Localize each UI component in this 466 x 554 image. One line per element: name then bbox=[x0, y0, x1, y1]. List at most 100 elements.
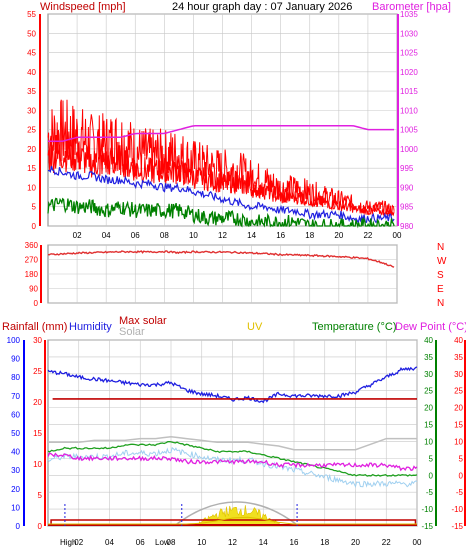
humidity-tick-label: 0 bbox=[16, 522, 21, 531]
time-tick-label: 14 bbox=[247, 231, 256, 240]
rain-rate-outline bbox=[50, 519, 417, 525]
humidity-tick-label: 90 bbox=[11, 355, 20, 364]
rain-axis-title: Rainfall (mm) bbox=[2, 321, 67, 333]
baro-tick-label: 990 bbox=[400, 183, 414, 192]
temperature-tick-label: -5 bbox=[426, 488, 434, 497]
humidity-tick-label: 40 bbox=[11, 448, 20, 457]
dewpoint-tick-label: -15 bbox=[451, 522, 463, 531]
time-tick-label: 20 bbox=[334, 231, 343, 240]
direction-tick-label: 180 bbox=[25, 270, 39, 279]
temperature-tick-label: -15 bbox=[421, 522, 433, 531]
direction-tick-label: 0 bbox=[34, 299, 39, 308]
baro-tick-label: 1030 bbox=[400, 29, 418, 38]
dewpoint-tick-label: 5 bbox=[459, 454, 464, 463]
dewpoint-tick-label: 40 bbox=[454, 336, 463, 345]
baro-axis-title: Barometer [hpa] bbox=[372, 1, 451, 13]
high-label: High bbox=[60, 538, 76, 547]
climate-time-tick-label: 06 bbox=[136, 538, 145, 547]
max-solar-label: Max solar bbox=[119, 315, 167, 327]
wind-tick-label: 30 bbox=[27, 106, 36, 115]
rain-tick-label: 20 bbox=[33, 398, 42, 407]
climate-time-tick-label: 12 bbox=[228, 538, 237, 547]
climate-time-tick-label: 14 bbox=[259, 538, 268, 547]
low-label: Low bbox=[155, 538, 170, 547]
humidity-tick-label: 70 bbox=[11, 392, 20, 401]
dewpoint-tick-label: 15 bbox=[454, 421, 463, 430]
compass-label: S bbox=[437, 270, 444, 281]
baro-tick-label: 985 bbox=[400, 203, 414, 212]
dewpoint-tick-label: 30 bbox=[454, 370, 463, 379]
direction-tick-label: 270 bbox=[25, 256, 39, 265]
solar-series-line bbox=[48, 435, 417, 451]
compass-label: E bbox=[437, 284, 444, 295]
temperature-tick-label: 20 bbox=[424, 404, 433, 413]
climate-panel-data bbox=[47, 366, 418, 527]
compass-label: N bbox=[437, 298, 444, 309]
wind-tick-label: 5 bbox=[32, 203, 37, 212]
rain-tick-label: 25 bbox=[33, 367, 42, 376]
humidity-tick-label: 100 bbox=[7, 336, 21, 345]
baro-tick-label: 1000 bbox=[400, 145, 418, 154]
direction-series-line bbox=[47, 250, 395, 268]
time-tick-label: 18 bbox=[305, 231, 314, 240]
dewpoint-tick-label: 25 bbox=[454, 387, 463, 396]
wind-tick-label: 45 bbox=[27, 49, 36, 58]
temperature-tick-label: 10 bbox=[424, 437, 433, 446]
time-tick-label: 04 bbox=[102, 231, 111, 240]
temperature-series-line bbox=[47, 440, 418, 477]
time-tick-label: 16 bbox=[276, 231, 285, 240]
rain-tick-label: 5 bbox=[38, 491, 43, 500]
temperature-tick-label: -10 bbox=[421, 505, 433, 514]
low-wind-series-line bbox=[47, 197, 395, 229]
time-tick-label: 08 bbox=[160, 231, 169, 240]
wind-panel-data bbox=[47, 99, 395, 229]
climate-time-tick-label: 10 bbox=[197, 538, 206, 547]
humidity-tick-label: 10 bbox=[11, 503, 20, 512]
wind-tick-label: 10 bbox=[27, 183, 36, 192]
temperature-tick-label: 30 bbox=[424, 370, 433, 379]
direction-tick-label: 90 bbox=[29, 285, 38, 294]
humidity-axis-title: Humidity bbox=[69, 321, 112, 333]
baro-tick-label: 1025 bbox=[400, 49, 418, 58]
rain-tick-label: 10 bbox=[33, 460, 42, 469]
time-tick-label: 12 bbox=[218, 231, 227, 240]
baro-tick-label: 1005 bbox=[400, 126, 418, 135]
wind-tick-label: 0 bbox=[32, 222, 37, 231]
dewpoint-tick-label: 0 bbox=[459, 471, 464, 480]
dewpoint-series-line bbox=[47, 452, 418, 472]
compass-label: N bbox=[437, 242, 444, 253]
dewpoint-tick-label: -10 bbox=[451, 505, 463, 514]
temperature-tick-label: 25 bbox=[424, 387, 433, 396]
wind-tick-label: 15 bbox=[27, 164, 36, 173]
climate-time-tick-label: 04 bbox=[105, 538, 114, 547]
chart-title: 24 hour graph day : 07 January 2026 bbox=[172, 1, 352, 13]
direction-tick-label: 360 bbox=[25, 241, 39, 250]
climate-time-tick-label: 18 bbox=[320, 538, 329, 547]
dewpoint-tick-label: 10 bbox=[454, 437, 463, 446]
climate-time-tick-label: 00 bbox=[413, 538, 422, 547]
max-solar-curve bbox=[173, 501, 300, 527]
temperature-tick-label: 0 bbox=[429, 471, 434, 480]
rain-tick-label: 30 bbox=[33, 336, 42, 345]
climate-time-tick-label: 22 bbox=[382, 538, 391, 547]
baro-tick-label: 995 bbox=[400, 164, 414, 173]
humidity-tick-label: 30 bbox=[11, 466, 20, 475]
wind-tick-label: 50 bbox=[27, 29, 36, 38]
wind-axis-title: Windspeed [mph] bbox=[40, 1, 126, 13]
baro-tick-label: 1035 bbox=[400, 10, 418, 19]
wind-tick-label: 35 bbox=[27, 87, 36, 96]
rain-tick-label: 15 bbox=[33, 429, 42, 438]
dewpoint-axis-title: Dew Point (°C) bbox=[395, 321, 466, 333]
rain-tick-label: 0 bbox=[38, 522, 43, 531]
humidity-series-line bbox=[47, 366, 418, 404]
humidity-tick-label: 20 bbox=[11, 485, 20, 494]
climate-time-tick-label: 08 bbox=[167, 538, 176, 547]
temperature-tick-label: 40 bbox=[424, 336, 433, 345]
baro-tick-label: 1015 bbox=[400, 87, 418, 96]
direction-panel-data bbox=[47, 250, 395, 268]
temperature-tick-label: 35 bbox=[424, 353, 433, 362]
compass-label: W bbox=[437, 256, 447, 267]
uv-label: UV bbox=[247, 321, 263, 333]
